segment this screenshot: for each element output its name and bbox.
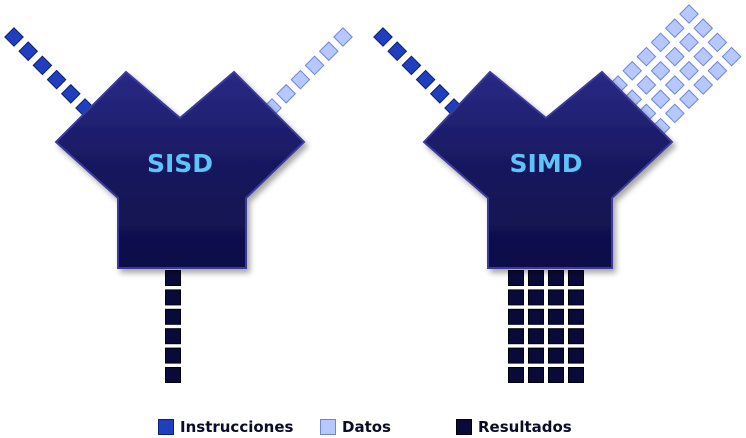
sisd-label: SISD — [147, 149, 213, 178]
simd-label: SIMD — [510, 149, 583, 178]
sisd-processor-shape — [54, 70, 306, 269]
simd-data-stream — [608, 4, 742, 138]
result-block — [568, 367, 584, 383]
data-block — [679, 60, 699, 81]
legend-item-results: Resultados — [456, 418, 572, 436]
data-block — [707, 60, 728, 81]
result-block — [508, 289, 524, 306]
legend-label-instructions: Instrucciones — [180, 418, 294, 436]
instruction-block — [18, 41, 39, 62]
result-block — [508, 270, 524, 286]
simd-processor-shape — [422, 70, 674, 269]
results-swatch — [456, 419, 472, 435]
instructions-swatch — [158, 419, 174, 435]
data-block — [693, 46, 714, 67]
data-block — [276, 83, 297, 104]
result-block — [165, 308, 181, 325]
data-block — [721, 46, 742, 67]
data-block — [622, 60, 643, 81]
instruction-block — [60, 83, 81, 104]
result-block — [548, 308, 564, 325]
data-block — [664, 75, 685, 95]
result-block — [568, 270, 584, 286]
flynn-taxonomy-diagram: SISD SIMD — [4, 4, 742, 383]
data-block — [650, 32, 671, 53]
instruction-block — [373, 27, 393, 47]
data-block — [664, 103, 685, 124]
result-block — [528, 308, 544, 325]
data-block — [636, 46, 657, 67]
data-block — [636, 75, 657, 95]
result-block — [548, 270, 564, 286]
result-block — [568, 347, 584, 364]
simd-result-stream — [508, 270, 584, 383]
data-block — [650, 60, 671, 81]
sisd-instruction-stream — [4, 27, 95, 118]
result-block — [568, 328, 584, 345]
result-block — [528, 367, 544, 383]
result-block — [528, 270, 544, 286]
legend-item-data: Datos — [320, 418, 391, 436]
result-block — [165, 367, 181, 383]
legend-label-results: Resultados — [478, 418, 572, 436]
result-block — [165, 270, 181, 286]
result-block — [165, 347, 181, 364]
legend: Instrucciones Datos Resultados — [0, 414, 746, 438]
sisd-result-stream — [165, 270, 181, 383]
data-block — [290, 69, 311, 90]
result-block — [528, 347, 544, 364]
result-block — [528, 289, 544, 306]
data-block — [650, 89, 671, 110]
result-block — [165, 289, 181, 306]
instruction-block — [415, 69, 436, 90]
legend-label-data: Datos — [342, 418, 391, 436]
instruction-block — [387, 41, 408, 62]
data-block — [664, 18, 685, 39]
data-swatch — [320, 419, 336, 435]
result-block — [568, 308, 584, 325]
instruction-block — [4, 27, 24, 47]
instruction-block — [46, 69, 67, 90]
instruction-block — [32, 55, 53, 76]
result-block — [568, 289, 584, 306]
instruction-block — [401, 55, 422, 76]
simd-unit: SIMD — [373, 4, 742, 383]
simd-instruction-stream — [373, 27, 464, 118]
result-block — [548, 347, 564, 364]
data-block — [333, 27, 353, 47]
data-block — [693, 75, 714, 95]
data-block — [679, 89, 699, 110]
result-block — [528, 328, 544, 345]
data-block — [664, 46, 685, 67]
sisd-unit: SISD — [4, 27, 353, 383]
data-block — [707, 32, 728, 53]
data-block — [693, 18, 714, 39]
result-block — [165, 328, 181, 345]
result-block — [508, 367, 524, 383]
result-block — [508, 347, 524, 364]
data-block — [318, 41, 339, 62]
data-block — [679, 4, 699, 24]
data-block — [304, 55, 325, 76]
result-block — [548, 289, 564, 306]
result-block — [508, 328, 524, 345]
sisd-data-stream — [262, 27, 353, 118]
data-block — [679, 32, 699, 53]
result-block — [548, 328, 564, 345]
result-block — [508, 308, 524, 325]
legend-item-instructions: Instrucciones — [158, 418, 293, 436]
result-block — [548, 367, 564, 383]
instruction-block — [429, 83, 450, 104]
